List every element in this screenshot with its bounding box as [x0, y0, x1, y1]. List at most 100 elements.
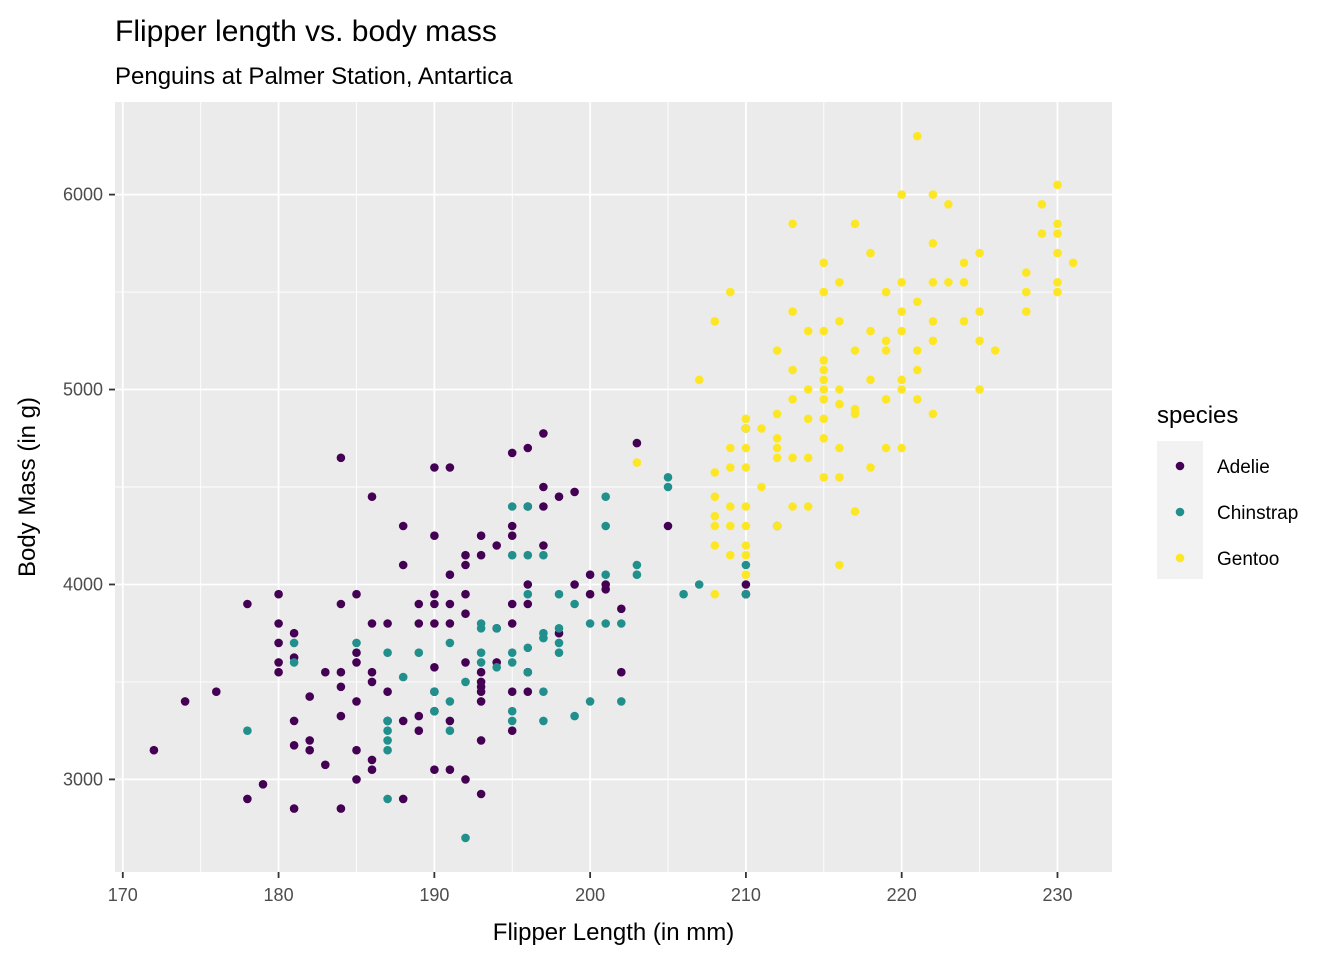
data-point	[866, 248, 875, 258]
data-point	[741, 550, 751, 560]
data-point	[507, 448, 517, 458]
data-point	[1022, 268, 1031, 277]
data-point	[741, 443, 751, 453]
data-point	[975, 248, 984, 258]
x-axis-ticks: 170 180 190 200 210 220 230	[108, 872, 1073, 905]
data-point	[274, 619, 283, 628]
data-point	[383, 716, 392, 726]
data-point	[539, 482, 548, 492]
data-point	[850, 507, 860, 516]
data-point	[944, 200, 953, 209]
data-point	[539, 429, 548, 438]
data-point	[523, 589, 533, 599]
data-point	[492, 663, 502, 672]
data-point	[336, 804, 346, 813]
x-tick-label: 210	[731, 885, 761, 905]
data-point	[663, 521, 673, 531]
data-point	[617, 604, 626, 614]
data-point	[928, 190, 938, 199]
data-point	[975, 307, 984, 316]
data-point	[212, 687, 221, 696]
data-point	[741, 589, 751, 599]
data-point	[803, 453, 813, 463]
x-tick-label: 170	[108, 885, 138, 905]
data-point	[913, 297, 922, 307]
data-point	[897, 443, 906, 453]
data-point	[772, 434, 782, 443]
data-point	[803, 326, 813, 336]
data-point	[367, 755, 377, 765]
data-point	[975, 336, 984, 346]
data-point	[352, 658, 361, 667]
data-point	[1053, 180, 1062, 190]
data-point	[476, 658, 486, 667]
data-point	[819, 385, 829, 394]
data-point	[632, 570, 642, 579]
data-point	[632, 560, 642, 570]
data-point	[367, 677, 377, 687]
data-point	[476, 667, 486, 677]
data-point	[570, 580, 579, 589]
data-point	[274, 589, 283, 599]
data-point	[881, 287, 891, 297]
data-point	[445, 716, 455, 726]
data-point	[476, 624, 486, 633]
data-point	[897, 385, 906, 394]
data-point	[507, 658, 517, 667]
data-point	[352, 775, 361, 784]
data-point	[897, 190, 906, 199]
data-point	[632, 438, 642, 448]
data-point	[305, 736, 315, 745]
data-point	[445, 726, 455, 735]
legend-label-gentoo: Gentoo	[1217, 549, 1279, 570]
data-point	[819, 473, 829, 482]
data-point	[539, 687, 548, 696]
data-point	[710, 511, 720, 521]
y-tick-label: 6000	[63, 185, 103, 205]
data-point	[430, 706, 439, 716]
data-point	[788, 307, 797, 316]
data-point	[445, 463, 455, 472]
legend-key-chinstrap	[1175, 507, 1185, 517]
data-point	[289, 658, 299, 667]
data-point	[414, 711, 424, 721]
data-point	[352, 638, 361, 648]
data-point	[507, 531, 517, 540]
data-point	[819, 365, 829, 375]
data-point	[819, 287, 829, 297]
data-point	[367, 492, 377, 502]
data-point	[570, 711, 579, 721]
data-point	[788, 453, 797, 463]
data-point	[617, 619, 626, 628]
data-point	[507, 706, 517, 716]
data-point	[928, 317, 938, 326]
data-point	[881, 346, 891, 355]
data-point	[476, 550, 486, 560]
data-point	[445, 570, 455, 579]
data-point	[336, 682, 346, 692]
data-point	[726, 521, 735, 531]
data-point	[741, 502, 751, 511]
data-point	[352, 697, 361, 706]
data-point	[788, 365, 797, 375]
data-point	[788, 502, 797, 511]
data-point	[897, 278, 906, 287]
data-point	[772, 521, 782, 531]
data-point	[726, 287, 735, 297]
data-point	[710, 589, 720, 599]
data-point	[352, 648, 361, 657]
data-point	[694, 580, 704, 589]
data-point	[336, 711, 346, 721]
data-point	[897, 307, 906, 316]
data-point	[632, 458, 642, 467]
data-point	[476, 736, 486, 745]
data-point	[866, 463, 875, 472]
x-tick-label: 230	[1042, 885, 1072, 905]
data-points	[149, 131, 1078, 843]
data-point	[741, 580, 751, 589]
data-point	[492, 541, 502, 550]
data-point	[539, 502, 548, 511]
data-point	[274, 667, 283, 677]
data-point	[803, 502, 813, 511]
